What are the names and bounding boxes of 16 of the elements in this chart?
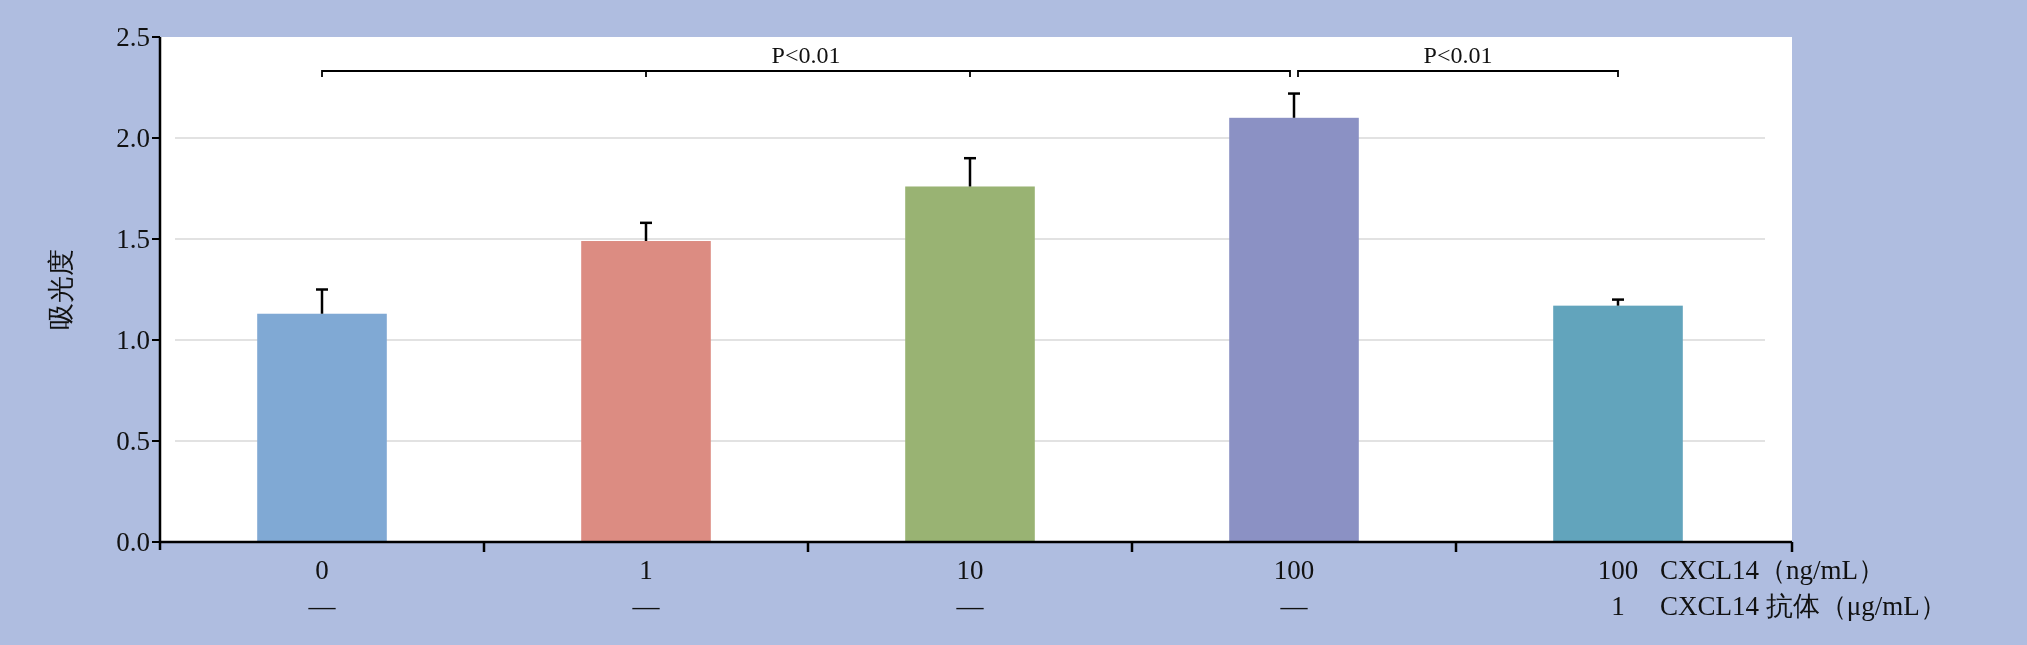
x-tick-label: 1 — [631,555,661,621]
y-tick-label: 2.0 [116,123,150,153]
y-axis-title: 吸光度 [46,249,76,330]
text: CXCL14（ng/mL） [1660,555,1886,585]
annotation: P<0.01 [771,42,841,68]
y-tick-label: 2.5 [116,22,150,52]
text: CXCL14 抗体（μg/mL） [1660,591,1947,621]
y-tick-label: 0.5 [116,426,150,456]
y-tick-label: 0.0 [116,527,150,557]
x-tick-label: 100 1 [1597,555,1639,621]
annotation: P<0.01 [1423,42,1493,68]
x-tick-label: 10 — [955,555,985,621]
y-tick-label: 1.0 [116,325,150,355]
x-tick-label: 0 — [307,555,337,621]
x-tick-label: 100 — [1273,555,1315,621]
y-tick-label: 1.5 [116,224,150,254]
